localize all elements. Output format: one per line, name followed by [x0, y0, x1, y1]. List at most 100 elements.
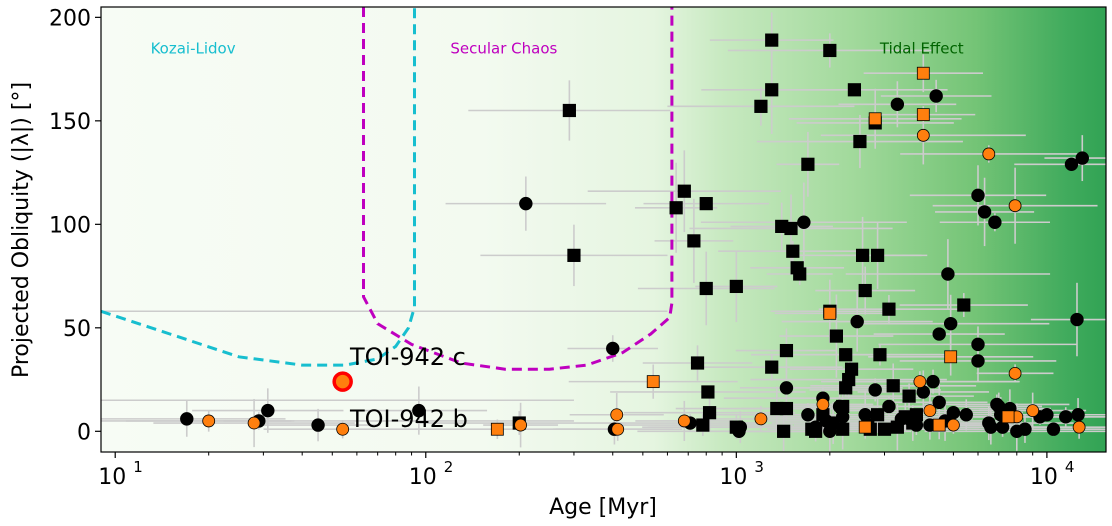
data-point-circle	[816, 397, 830, 411]
data-point-square	[823, 306, 837, 320]
x-tick-label: 10	[719, 465, 747, 490]
x-tick-label: 10	[98, 465, 126, 490]
data-point-circle	[943, 316, 958, 331]
data-point-square	[677, 184, 691, 198]
data-point-square	[909, 408, 923, 422]
data-point-circle	[850, 314, 864, 329]
data-point-circle	[882, 399, 896, 414]
data-point-square	[957, 298, 971, 312]
data-point-square	[858, 420, 872, 434]
data-point-square	[829, 329, 843, 343]
plot-frame	[100, 6, 1107, 453]
y-tick-label: 0	[77, 420, 91, 445]
data-point-square	[847, 83, 862, 97]
data-point-circle	[947, 418, 960, 432]
data-point-circle	[977, 205, 992, 219]
data-point-square	[801, 157, 815, 171]
data-point-circle	[797, 215, 811, 229]
data-point-square	[932, 418, 946, 432]
data-point-circle	[610, 408, 624, 422]
data-point-circle	[519, 196, 533, 211]
data-point-circle	[1059, 410, 1073, 424]
data-point-square	[754, 99, 768, 113]
data-point-square	[784, 221, 798, 236]
data-point-circle	[971, 354, 985, 368]
data-point-square	[844, 362, 859, 376]
data-point-circle	[1008, 199, 1022, 213]
x-axis: 10 1 10 2 10 3 10 4	[98, 452, 1074, 490]
data-point-circle	[1018, 422, 1032, 436]
data-point-circle	[412, 403, 426, 418]
data-point-square	[858, 283, 872, 298]
data-point-circle	[1071, 408, 1085, 422]
data-point-circle	[311, 418, 325, 432]
data-point-circle	[801, 408, 815, 422]
data-point-circle	[971, 188, 985, 203]
data-point-square	[868, 112, 882, 126]
data-point-square	[836, 399, 850, 414]
y-tick-label: 200	[49, 6, 91, 31]
data-point-square	[873, 348, 887, 362]
data-point-circle	[1064, 157, 1079, 172]
data-point-square	[916, 108, 930, 122]
data-point-square	[890, 420, 904, 434]
data-point-square	[669, 201, 683, 215]
x-tick-label: 10	[1030, 465, 1058, 490]
data-point-square	[823, 43, 837, 58]
data-point-square	[870, 248, 885, 262]
data-point-circle	[1026, 404, 1040, 418]
data-point-square	[490, 422, 504, 436]
data-point-circle	[1040, 408, 1054, 422]
region-boundaries	[101, 7, 674, 371]
x-tick-exponent: 3	[754, 458, 764, 476]
data-point-square	[696, 418, 710, 432]
data-point-square	[793, 267, 807, 281]
data-point-circle	[514, 418, 528, 432]
data-point-square	[870, 408, 885, 422]
data-point-circle	[261, 403, 275, 418]
data-point-circle	[984, 420, 998, 434]
data-point-square	[687, 234, 701, 248]
data-point-circle	[926, 374, 940, 389]
data-point-square	[855, 248, 870, 262]
data-point-square	[916, 66, 930, 80]
data-point-circle	[677, 414, 691, 428]
secular-chaos-boundary	[362, 7, 674, 371]
data-point-circle	[754, 412, 768, 426]
toi-942-c-marker	[332, 371, 353, 392]
data-point-square	[646, 375, 660, 389]
data-point-circle	[959, 408, 973, 422]
data-point-circle	[932, 327, 946, 341]
data-point-square	[765, 360, 779, 374]
data-point-circle	[988, 215, 1002, 229]
y-axis-label: Projected Obliquity (|λ|) [°]	[9, 82, 34, 378]
data-point-circle	[779, 381, 794, 395]
x-axis-label: Age [Myr]	[549, 495, 657, 520]
data-point-circle	[606, 341, 620, 356]
data-point-circle	[923, 404, 937, 418]
data-points	[180, 33, 1089, 439]
data-point-circle	[971, 337, 985, 352]
data-point-circle	[868, 383, 882, 397]
data-point-square	[562, 103, 576, 118]
y-axis: 0 50 100 150 200	[49, 6, 101, 445]
data-point-square	[729, 279, 743, 294]
data-point-square	[944, 350, 958, 364]
y-tick-label: 150	[49, 110, 91, 135]
data-point-square	[877, 422, 892, 436]
annotations: TOI-942 c TOI-942 b	[349, 343, 468, 433]
data-point-circle	[202, 414, 216, 428]
data-point-circle	[982, 147, 996, 161]
data-point-square	[777, 424, 791, 438]
data-point-circle	[1075, 151, 1089, 165]
data-point-circle	[941, 267, 955, 281]
data-point-square	[779, 343, 794, 358]
data-point-circle	[1072, 420, 1086, 434]
data-point-circle	[1008, 366, 1022, 380]
data-point-square	[836, 422, 850, 436]
data-point-square	[765, 33, 779, 47]
region-labels: Kozai-Lidov Secular Chaos Tidal Effect	[151, 39, 964, 57]
data-point-square	[729, 420, 743, 434]
data-point-square	[1001, 410, 1015, 424]
